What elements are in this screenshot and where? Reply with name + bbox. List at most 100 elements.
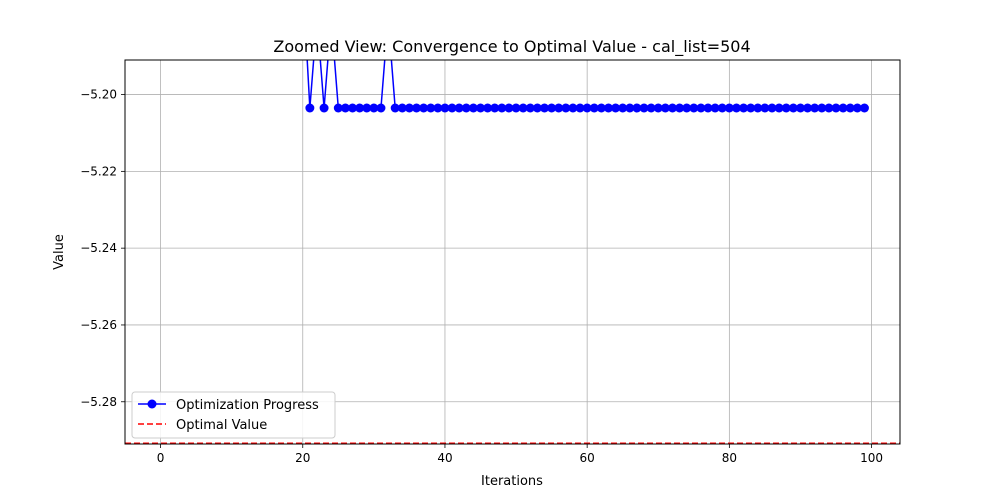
progress-point bbox=[327, 13, 336, 22]
progress-point bbox=[554, 103, 564, 113]
legend-progress-marker bbox=[147, 399, 157, 409]
progress-point bbox=[404, 103, 414, 113]
progress-point bbox=[561, 103, 571, 113]
progress-point bbox=[760, 103, 770, 113]
progress-point bbox=[440, 103, 450, 113]
progress-point bbox=[788, 103, 798, 113]
progress-point bbox=[817, 103, 827, 113]
progress-point bbox=[589, 103, 599, 113]
progress-point bbox=[305, 103, 315, 113]
progress-point bbox=[340, 103, 350, 113]
progress-point bbox=[717, 103, 727, 113]
progress-point bbox=[852, 103, 862, 113]
legend-progress-label: Optimization Progress bbox=[176, 398, 319, 413]
progress-point bbox=[774, 103, 784, 113]
progress-point bbox=[781, 103, 791, 113]
progress-point bbox=[653, 103, 663, 113]
x-tick-label: 80 bbox=[722, 451, 737, 465]
y-tick-label: −5.28 bbox=[80, 395, 117, 409]
chart-title: Zoomed View: Convergence to Optimal Valu… bbox=[273, 37, 750, 57]
progress-point bbox=[518, 103, 528, 113]
progress-point bbox=[803, 103, 813, 113]
progress-point bbox=[568, 103, 578, 113]
progress-point bbox=[746, 103, 756, 113]
legend: Optimization Progress Optimal Value bbox=[131, 391, 336, 439]
progress-point bbox=[696, 103, 706, 113]
progress-point bbox=[504, 103, 514, 113]
progress-point bbox=[824, 103, 834, 113]
progress-point bbox=[362, 103, 372, 113]
y-tick-label: −5.24 bbox=[80, 241, 117, 255]
progress-point bbox=[355, 103, 365, 113]
progress-point bbox=[639, 103, 649, 113]
y-tick-label: −5.22 bbox=[80, 164, 117, 178]
progress-point bbox=[667, 103, 677, 113]
progress-point bbox=[660, 103, 670, 113]
progress-point bbox=[596, 103, 606, 113]
progress-point bbox=[454, 103, 464, 113]
progress-point bbox=[468, 103, 478, 113]
progress-point bbox=[433, 103, 443, 113]
x-tick-label: 40 bbox=[437, 451, 452, 465]
x-tick-label: 100 bbox=[860, 451, 883, 465]
progress-point bbox=[731, 103, 741, 113]
progress-point bbox=[333, 103, 343, 113]
progress-point bbox=[426, 103, 436, 113]
legend-optimal-label: Optimal Value bbox=[176, 418, 267, 433]
progress-point bbox=[739, 103, 749, 113]
progress-point bbox=[447, 103, 457, 113]
progress-point bbox=[710, 103, 720, 113]
progress-point bbox=[547, 103, 557, 113]
y-tick-label: −5.26 bbox=[80, 318, 117, 332]
progress-point bbox=[369, 103, 379, 113]
progress-point bbox=[312, 13, 321, 22]
progress-point bbox=[390, 103, 400, 113]
progress-point bbox=[603, 103, 613, 113]
progress-point bbox=[682, 103, 692, 113]
progress-point bbox=[490, 103, 500, 113]
progress-point bbox=[582, 103, 592, 113]
progress-point bbox=[859, 103, 869, 113]
x-axis-label: Iterations bbox=[481, 474, 543, 489]
x-tick-label: 20 bbox=[295, 451, 310, 465]
progress-point bbox=[539, 103, 549, 113]
progress-point bbox=[461, 103, 471, 113]
progress-point bbox=[319, 103, 329, 113]
progress-point bbox=[625, 103, 635, 113]
progress-point bbox=[532, 103, 542, 113]
progress-point bbox=[646, 103, 656, 113]
progress-point bbox=[376, 103, 386, 113]
progress-point bbox=[525, 103, 535, 113]
progress-point bbox=[675, 103, 685, 113]
progress-point bbox=[724, 103, 734, 113]
progress-point bbox=[810, 103, 820, 113]
progress-point bbox=[476, 103, 486, 113]
progress-point bbox=[575, 103, 585, 113]
progress-point bbox=[831, 103, 841, 113]
progress-point bbox=[767, 103, 777, 113]
progress-point bbox=[511, 103, 521, 113]
x-tick-label: 60 bbox=[580, 451, 595, 465]
progress-point bbox=[618, 103, 628, 113]
progress-point bbox=[419, 103, 429, 113]
progress-point bbox=[412, 103, 422, 113]
plot-frame bbox=[124, 59, 901, 445]
plot-background bbox=[125, 60, 900, 444]
progress-point bbox=[497, 103, 507, 113]
progress-point bbox=[845, 103, 855, 113]
progress-point bbox=[483, 103, 493, 113]
series-layer bbox=[125, 13, 900, 444]
progress-point bbox=[397, 103, 407, 113]
progress-point bbox=[753, 103, 763, 113]
progress-point bbox=[611, 103, 621, 113]
y-tick-label: −5.20 bbox=[80, 88, 117, 102]
y-axis-label: Value bbox=[52, 234, 67, 270]
progress-point bbox=[703, 103, 713, 113]
progress-point bbox=[838, 103, 848, 113]
x-tick-label: 0 bbox=[157, 451, 165, 465]
progress-point bbox=[795, 103, 805, 113]
legend-box bbox=[131, 391, 336, 439]
progress-point bbox=[689, 103, 699, 113]
progress-point bbox=[348, 103, 358, 113]
progress-point bbox=[384, 13, 393, 22]
